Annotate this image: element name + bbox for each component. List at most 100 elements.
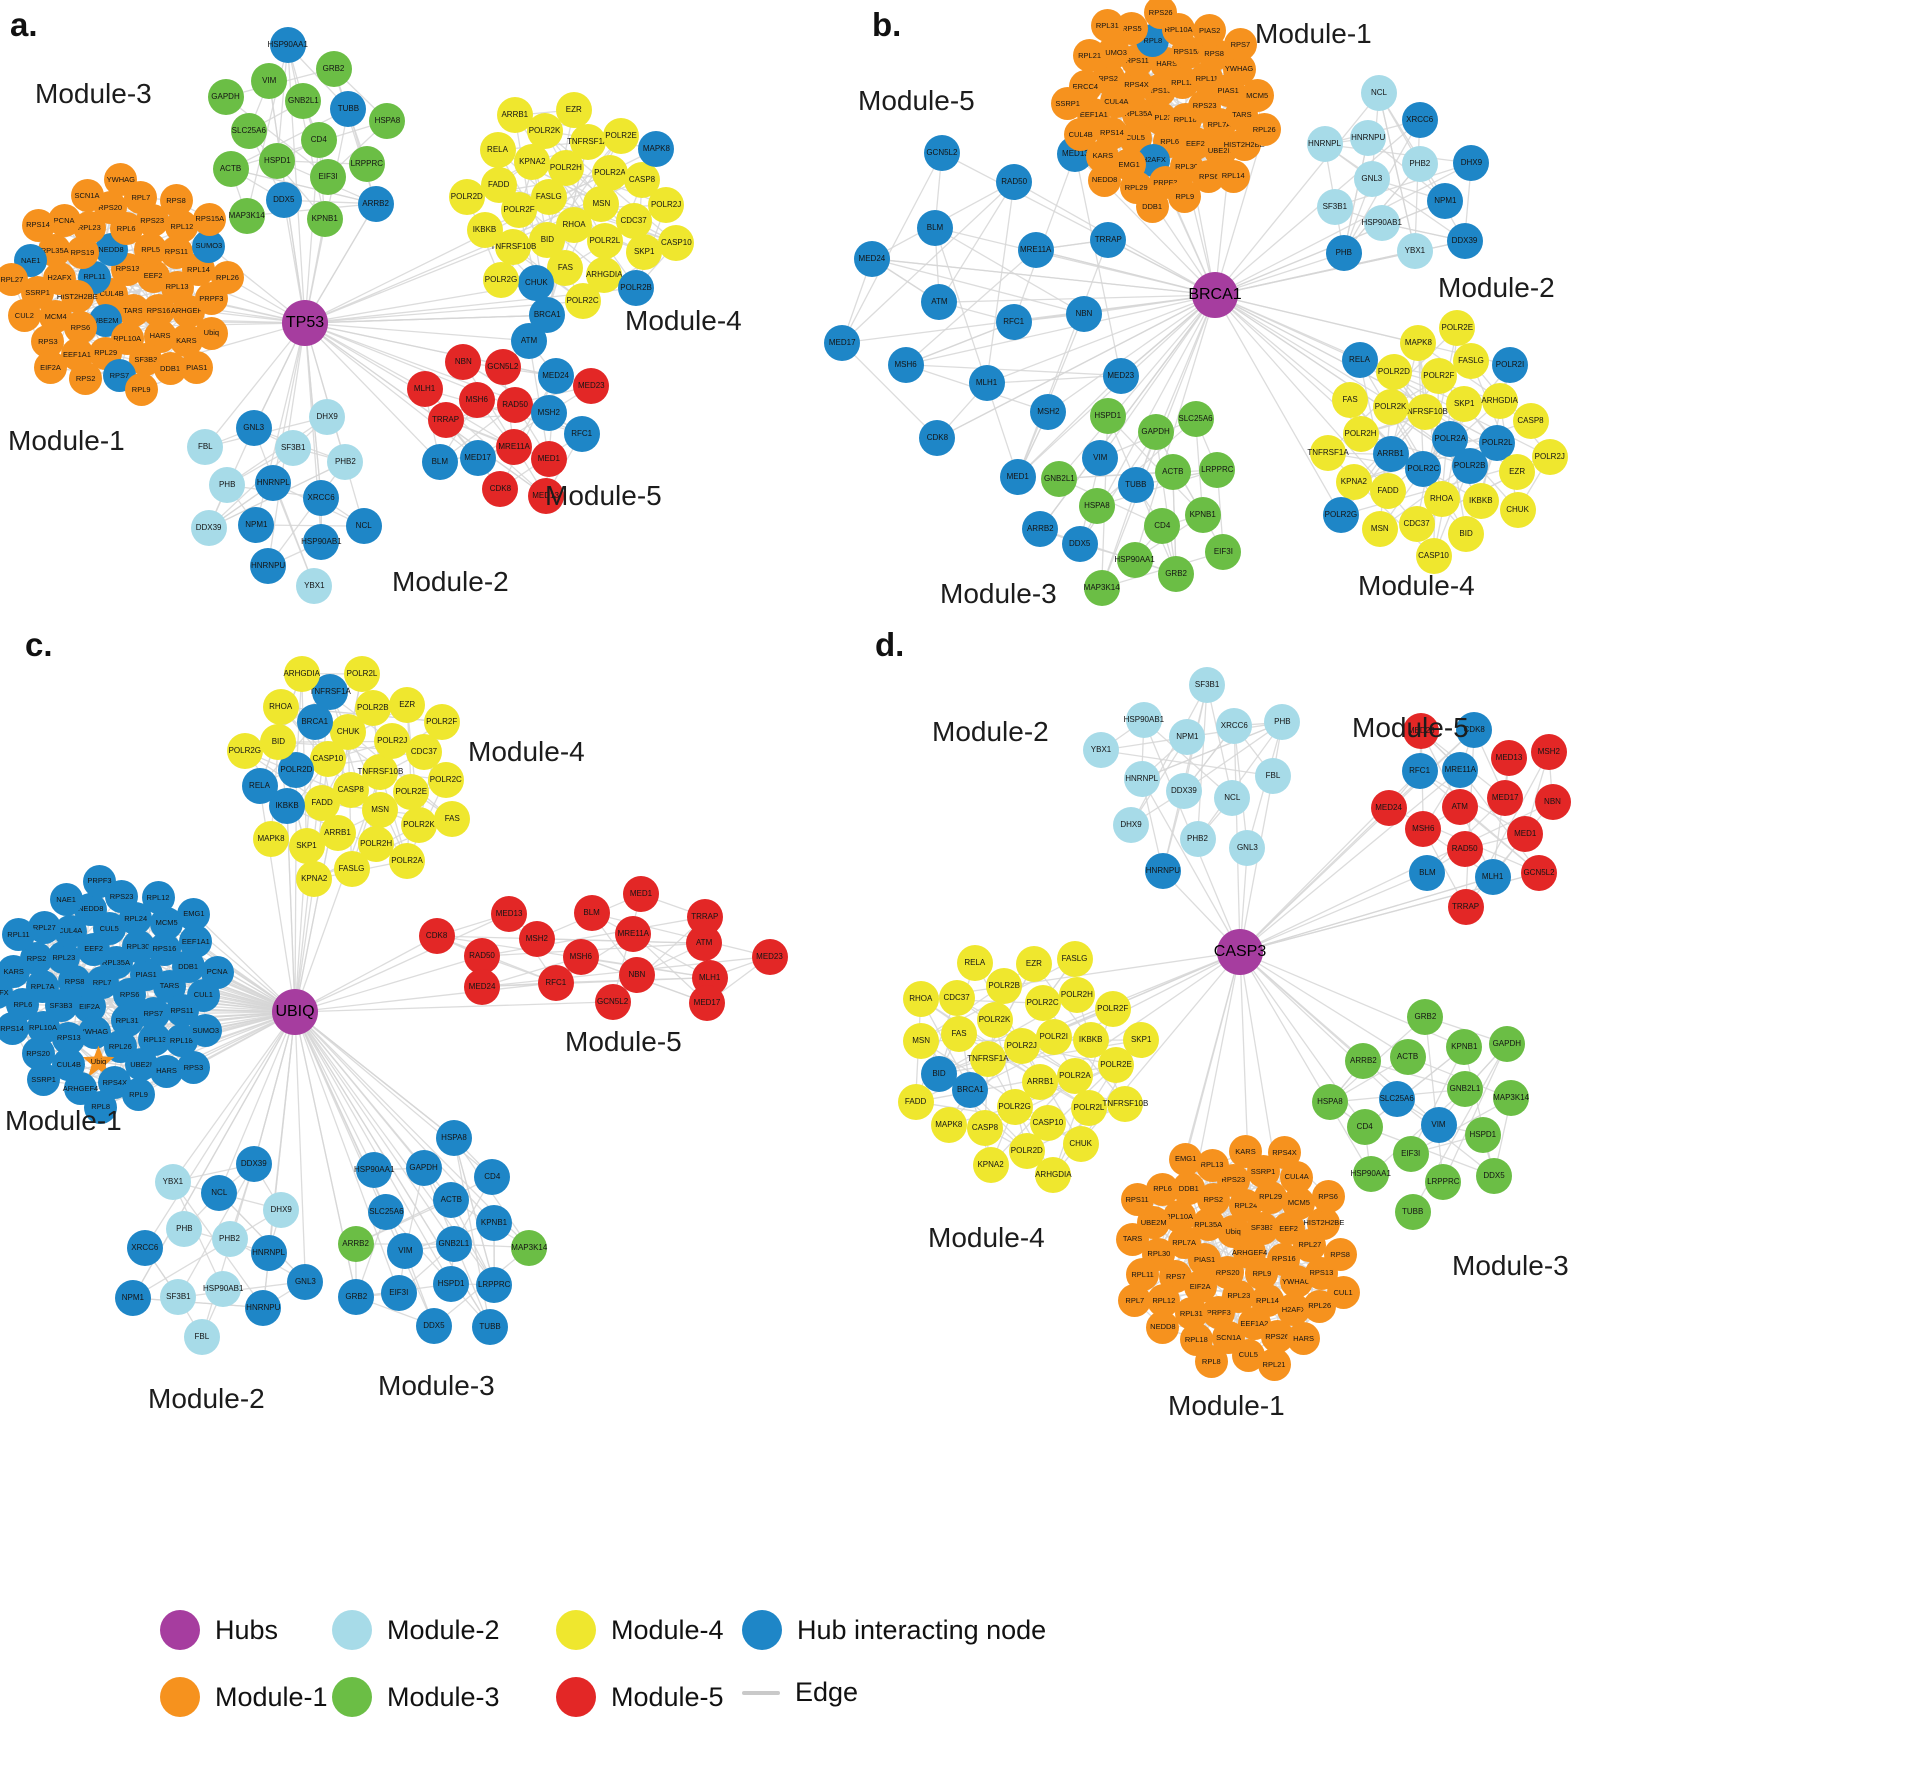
network-node[interactable]: PHB [1325,235,1362,271]
network-node[interactable]: XRCC6 [126,1230,163,1266]
network-node[interactable]: GCN5L2 [1521,854,1557,891]
network-node[interactable]: RPL14 [1216,159,1250,193]
network-node[interactable]: CDC37 [938,979,975,1016]
network-node[interactable]: GCN5L2 [923,135,960,171]
network-node[interactable]: EZR [1015,946,1052,982]
network-node[interactable]: DDX39 [235,1146,272,1183]
network-node[interactable]: RHOA [902,980,939,1017]
network-node[interactable]: FAS [1332,381,1369,418]
network-node[interactable]: POLR2F [1420,358,1457,394]
network-node[interactable]: ACTB [433,1181,470,1218]
network-node[interactable]: POLR2F [423,703,460,740]
network-node[interactable]: DDX5 [1061,526,1098,563]
network-node[interactable]: LRPPRC [476,1266,513,1303]
network-node[interactable]: HSP90AA1 [1114,541,1155,578]
network-node[interactable]: HSPA8 [1311,1084,1348,1121]
network-node[interactable]: HSP90AB1 [1361,205,1402,242]
network-node[interactable]: DDX39 [190,510,227,547]
network-node[interactable]: ATM [1441,789,1478,826]
network-node[interactable]: CASP8 [1512,402,1549,439]
network-node[interactable]: POLR2D [1375,354,1412,390]
network-node[interactable]: Ubiq [194,316,228,350]
network-node[interactable]: MSH6 [458,382,495,419]
network-node[interactable]: VIM [251,62,288,99]
network-node[interactable]: KPNB1 [306,200,343,237]
network-node[interactable]: SKP1 [288,827,325,864]
network-node[interactable]: CHUK [1499,492,1536,529]
network-node[interactable]: RFC1 [537,964,574,1001]
network-node[interactable]: BLM [917,209,953,246]
network-node[interactable]: TUBB [1394,1193,1431,1230]
network-node[interactable]: SLC25A6 [1177,400,1214,437]
network-node[interactable]: BID [1448,515,1485,552]
network-node[interactable]: MLH1 [968,365,1005,402]
network-node[interactable]: TRRAP [427,401,464,438]
network-node[interactable]: FASLG [333,850,370,887]
network-node[interactable]: GAPDH [1488,1025,1525,1062]
network-node[interactable]: POLR2G [483,261,519,298]
network-node[interactable]: HNRNPL [250,1234,287,1271]
network-node[interactable]: RPS6 [1311,1180,1345,1214]
network-node[interactable]: POLR2C [427,761,464,798]
network-node[interactable]: RELA [956,945,993,982]
network-node[interactable]: ACTB [1154,453,1191,490]
network-node[interactable]: NPM1 [114,1279,151,1316]
network-node[interactable]: FADD [480,166,517,203]
network-node[interactable]: NAE1 [49,883,83,917]
network-node[interactable]: DDB1 [1135,190,1169,224]
network-node[interactable]: RPL12 [141,881,175,915]
network-node[interactable]: POLR2E [603,118,640,155]
network-node[interactable]: MED17 [824,324,861,361]
network-node[interactable]: ARHGDIA [283,655,320,692]
network-node[interactable]: GNB2L1 [1041,460,1078,497]
network-node[interactable]: HSP90AA1 [354,1151,394,1188]
network-node[interactable]: MAPK8 [638,130,675,167]
network-node[interactable]: MAP3K14 [511,1229,547,1266]
network-node[interactable]: CUL2 [7,298,41,332]
network-node[interactable]: EMG1 [177,897,211,931]
network-node[interactable]: GNL3 [1353,160,1390,197]
network-node[interactable]: GNL3 [235,410,272,447]
network-node[interactable]: NCL [345,508,382,545]
network-node[interactable]: MRE11A [1017,231,1054,268]
network-node[interactable]: CDC37 [615,202,652,239]
network-node[interactable]: TUBB [472,1309,509,1346]
network-node[interactable]: GRB2 [338,1278,375,1315]
network-node[interactable]: FAS [941,1015,977,1052]
network-node[interactable]: MSH2 [530,395,567,431]
network-node[interactable]: MED1 [1507,815,1544,852]
network-node[interactable]: YBX1 [1396,232,1433,269]
network-node[interactable]: BLM [421,443,458,480]
network-node[interactable]: HSPD1 [1089,398,1126,435]
network-node[interactable]: MED23 [1102,357,1139,394]
network-node[interactable]: HSPD1 [433,1266,470,1302]
network-node[interactable]: MED17 [689,985,725,1021]
network-node[interactable]: CUL1 [1326,1276,1360,1309]
network-node[interactable]: DHX9 [309,398,346,435]
network-node[interactable]: SLC25A6 [1378,1081,1415,1118]
network-node[interactable]: SCN1A [70,178,104,212]
network-node[interactable]: BRCA1 [952,1071,989,1108]
network-node[interactable]: POLR2A [389,842,425,879]
network-node[interactable]: EIF3I [1392,1135,1429,1172]
network-node[interactable]: TRRAP [1090,221,1127,258]
network-node[interactable]: EZR [1499,454,1536,490]
network-node[interactable]: POLR2G [226,733,263,770]
network-node[interactable]: FASLG [1453,342,1489,379]
network-node[interactable]: MED24 [464,968,501,1005]
network-node[interactable]: RELA [479,131,516,168]
network-node[interactable]: POLR2H [1058,977,1095,1014]
network-node[interactable]: BLM [573,895,610,932]
network-node[interactable]: MED24 [537,358,574,395]
network-node[interactable]: MAPK8 [930,1106,967,1143]
network-node[interactable]: CHUK [1062,1126,1099,1163]
network-node[interactable]: GAPDH [405,1150,442,1187]
network-node[interactable]: RPL26 [211,261,244,294]
network-node[interactable]: GCN5L2 [484,349,521,386]
network-node[interactable]: HSP90AB1 [1124,702,1164,739]
network-node[interactable]: HSP90AA1 [1350,1156,1391,1193]
network-node[interactable]: KPNB1 [1184,496,1221,533]
network-node[interactable]: RAD50 [1446,830,1483,867]
network-node[interactable]: DDX5 [415,1307,452,1344]
network-node[interactable]: GRB2 [315,50,352,87]
